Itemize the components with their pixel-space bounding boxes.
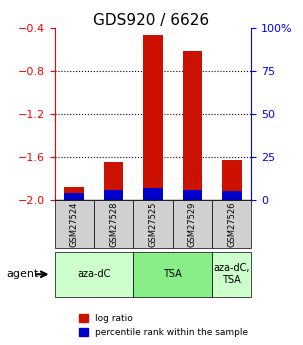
Text: GSM27529: GSM27529 <box>188 201 197 247</box>
Bar <box>222 160 242 200</box>
Bar <box>222 191 242 200</box>
Bar <box>65 187 84 200</box>
Bar <box>182 190 202 200</box>
Bar <box>143 35 163 200</box>
Legend: log ratio, percentile rank within the sample: log ratio, percentile rank within the sa… <box>75 310 252 341</box>
Text: TSA: TSA <box>163 269 182 279</box>
Text: GSM27525: GSM27525 <box>148 201 158 247</box>
Text: GSM27526: GSM27526 <box>227 201 236 247</box>
Bar <box>65 193 84 200</box>
Bar <box>104 190 124 200</box>
Text: GSM27524: GSM27524 <box>70 201 79 247</box>
Text: aza-dC: aza-dC <box>77 269 111 279</box>
Bar <box>104 162 124 200</box>
Text: GSM27528: GSM27528 <box>109 201 118 247</box>
Text: GDS920 / 6626: GDS920 / 6626 <box>93 13 210 28</box>
Text: agent: agent <box>6 269 38 279</box>
Text: aza-dC,
TSA: aza-dC, TSA <box>214 264 250 285</box>
Bar <box>143 188 163 200</box>
Bar <box>182 51 202 200</box>
